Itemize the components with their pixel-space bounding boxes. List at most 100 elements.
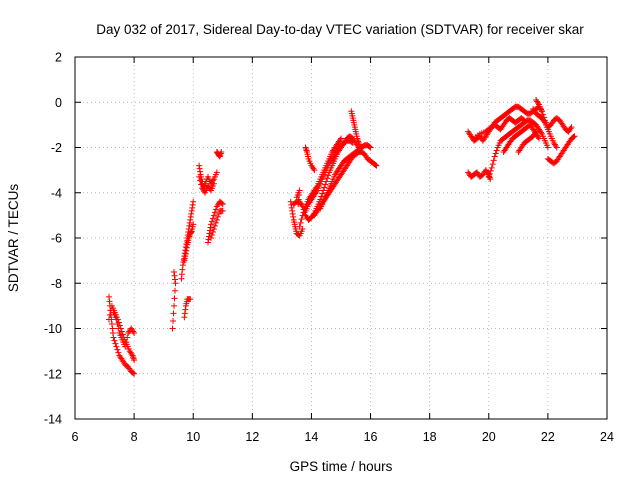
data-point-marker (544, 144, 551, 151)
data-point-marker (215, 210, 222, 217)
data-point-marker (208, 231, 215, 238)
data-point-marker (122, 343, 129, 350)
data-point-marker (212, 206, 219, 213)
data-point-marker (213, 216, 220, 223)
x-tick-label: 12 (245, 430, 259, 444)
data-point-marker (324, 175, 331, 182)
data-point-marker (171, 268, 178, 275)
data-point-marker (114, 320, 121, 327)
data-point-marker (493, 147, 500, 154)
data-point-marker (105, 316, 112, 323)
data-point-marker (196, 173, 203, 180)
data-point-marker (111, 337, 118, 344)
data-point-marker (492, 150, 499, 157)
data-point-marker (299, 212, 306, 219)
x-tick-label: 24 (600, 430, 614, 444)
data-point-marker (213, 169, 220, 176)
y-tick-label: -8 (51, 277, 62, 291)
data-point-marker (487, 167, 494, 174)
data-point-marker (568, 124, 575, 131)
x-tick-label: 22 (541, 430, 555, 444)
data-point-marker (170, 310, 177, 317)
chart-title: Day 032 of 2017, Sidereal Day-to-day VTE… (96, 22, 584, 37)
data-point-marker (219, 207, 226, 214)
data-point-marker (373, 162, 380, 169)
data-points (105, 96, 578, 377)
data-point-marker (115, 349, 122, 356)
data-point-marker (170, 317, 177, 324)
data-point-marker (218, 200, 225, 207)
x-tick-label: 16 (364, 430, 378, 444)
data-point-marker (131, 330, 138, 337)
data-point-marker (298, 216, 305, 223)
data-point-marker (110, 334, 117, 341)
y-tick-label: -12 (44, 367, 62, 381)
data-point-marker (218, 149, 225, 156)
data-point-marker (488, 164, 495, 171)
data-point-marker (489, 161, 496, 168)
data-point-marker (115, 325, 122, 332)
y-tick-label: -14 (44, 413, 62, 427)
y-tick-label: -6 (51, 232, 62, 246)
data-point-marker (207, 221, 214, 228)
data-point-marker (321, 184, 328, 191)
data-point-marker (197, 177, 204, 184)
data-point-marker (214, 213, 221, 220)
data-point-marker (171, 295, 178, 302)
data-point-marker (123, 339, 130, 346)
data-point-marker (372, 161, 379, 168)
data-point-marker (296, 223, 303, 230)
x-tick-labels: 6 8 10 12 14 16 18 20 22 24 (72, 430, 614, 444)
y-tick-label: -4 (51, 186, 62, 200)
data-point-marker (190, 221, 197, 228)
data-point-marker (169, 325, 176, 332)
data-point-marker (570, 133, 577, 140)
data-point-marker (210, 180, 217, 187)
data-point-marker (536, 135, 543, 142)
x-tick-label: 8 (131, 430, 138, 444)
data-point-marker (212, 219, 219, 226)
x-tick-label: 18 (423, 430, 437, 444)
data-point-marker (367, 144, 374, 151)
data-point-marker (325, 172, 332, 179)
data-point-marker (209, 215, 216, 222)
data-point-marker (319, 190, 326, 197)
x-axis-label: GPS time / hours (290, 459, 393, 474)
tick-marks (74, 56, 608, 420)
data-point-marker (207, 235, 214, 241)
data-point-marker (295, 201, 302, 208)
data-point-marker (357, 144, 364, 151)
data-point-marker (349, 139, 356, 146)
data-point-marker (113, 343, 120, 350)
data-point-marker (311, 167, 318, 174)
data-point-marker (322, 181, 329, 188)
x-tick-label: 6 (72, 430, 79, 444)
y-axis-label: SDTVAR / TECUs (6, 184, 21, 293)
data-point-marker (209, 228, 216, 235)
data-point-marker (113, 316, 120, 323)
y-tick-label: 2 (55, 51, 62, 65)
data-point-marker (219, 201, 226, 208)
y-tick-label: -2 (51, 141, 62, 155)
data-point-marker (318, 193, 325, 200)
data-point-marker (114, 346, 121, 353)
data-point-marker (366, 143, 373, 150)
y-tick-label: 0 (55, 96, 62, 110)
data-point-marker (210, 212, 217, 219)
data-point-marker (131, 370, 138, 377)
data-point-marker (190, 198, 197, 205)
grid (75, 57, 607, 419)
data-point-marker (171, 287, 178, 294)
x-tick-label: 14 (304, 430, 318, 444)
data-point-marker (124, 334, 131, 341)
data-point-marker (486, 170, 493, 177)
data-point-marker (171, 302, 178, 309)
data-point-marker (211, 222, 218, 229)
data-point-marker (211, 209, 218, 216)
data-point-marker (210, 225, 217, 232)
data-point-marker (338, 135, 344, 142)
x-tick-label: 20 (482, 430, 496, 444)
data-point-marker (187, 296, 194, 303)
data-point-marker (553, 144, 560, 151)
